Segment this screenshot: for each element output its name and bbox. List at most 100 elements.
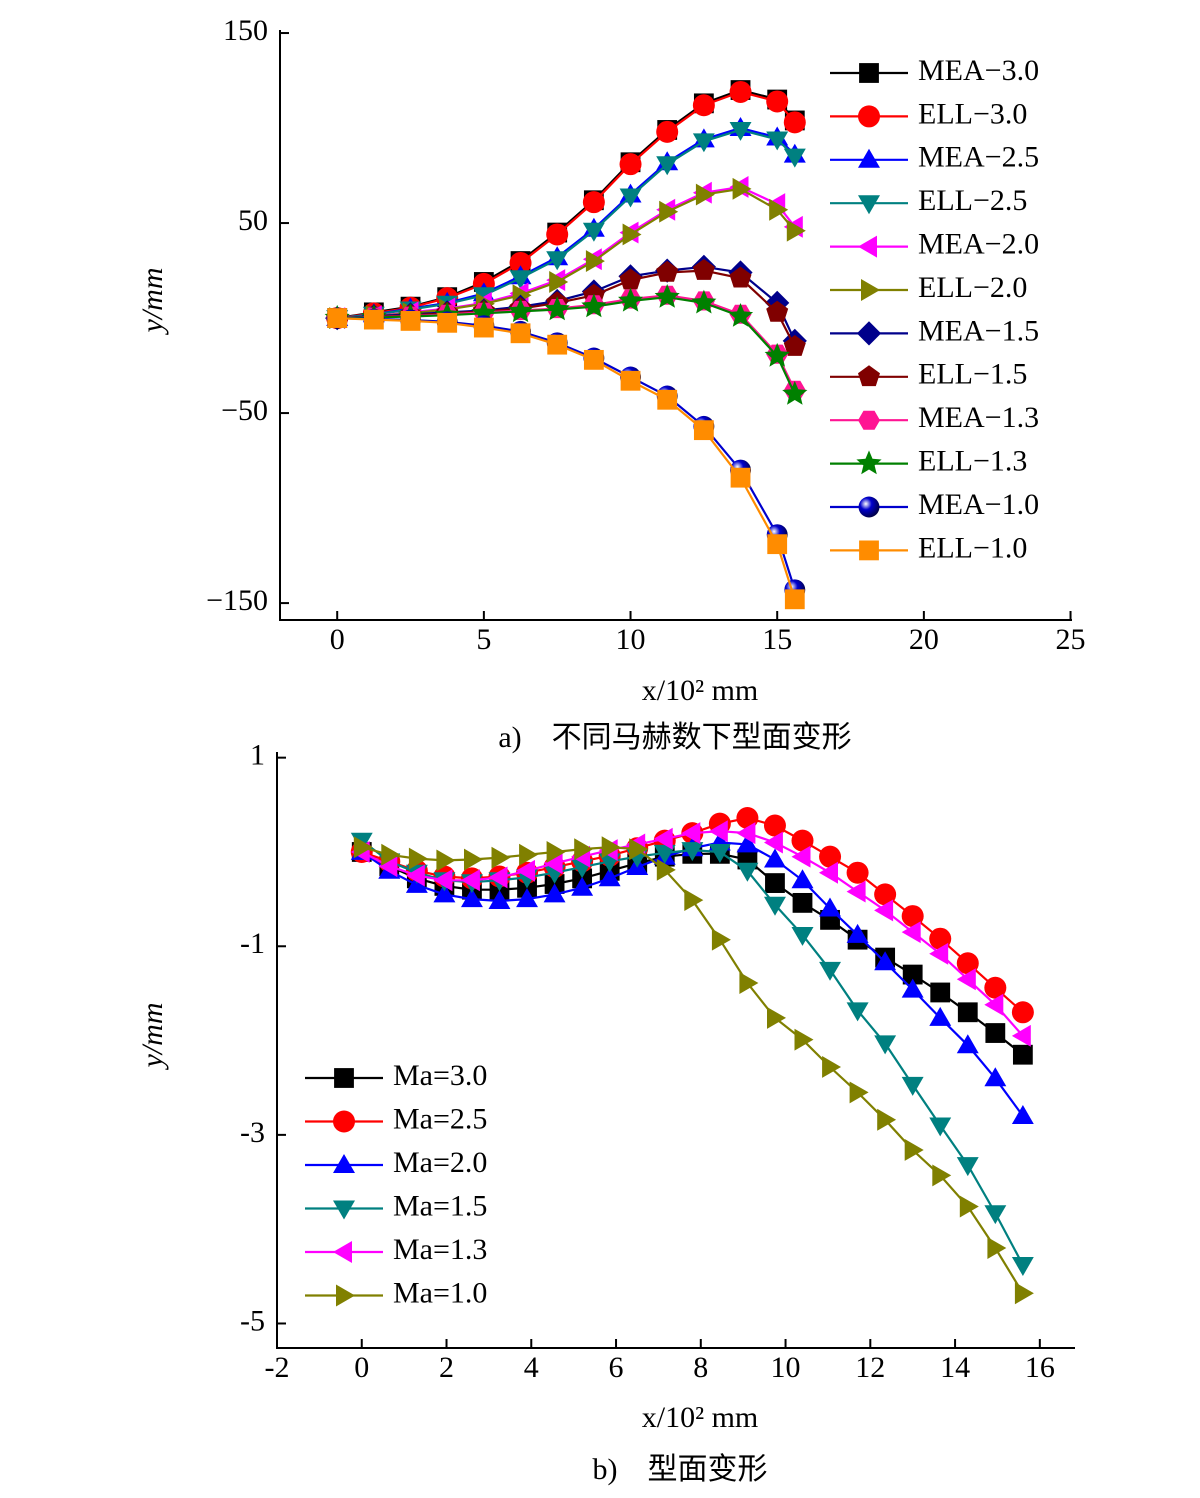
marker [543,852,563,875]
marker [739,972,759,994]
marker [691,289,717,314]
marker [708,844,731,863]
marker [736,862,759,882]
marker [619,268,642,290]
marker [582,222,605,242]
marker [433,869,453,892]
caption: a) 不同马赫数下型面变形 [498,721,851,754]
marker [901,978,924,998]
marker [598,867,621,887]
marker [601,836,621,859]
marker [791,845,811,868]
series-line [337,317,796,600]
y-axis-label: y/mm [136,268,169,336]
marker [692,259,715,280]
marker [819,961,841,981]
marker [473,317,494,338]
x-tick-label: 10 [616,623,646,656]
marker [819,845,842,868]
legend-label: ELL−1.0 [918,531,1027,564]
legend-label: Ma=1.0 [393,1276,487,1309]
marker [957,1002,978,1023]
marker [956,1157,979,1177]
marker [546,251,569,271]
marker [929,1006,952,1026]
marker [656,858,676,881]
marker [711,928,731,951]
marker [792,892,813,913]
legend-marker [333,1110,355,1133]
legend-marker [333,1241,352,1263]
marker [405,864,425,887]
marker [929,927,952,950]
marker [956,968,976,991]
marker [819,897,841,917]
marker [729,80,752,103]
marker [585,250,605,272]
legend-marker [859,63,879,83]
x-tick-label: 20 [909,623,939,656]
marker [400,311,421,331]
marker [546,223,569,246]
marker [574,838,594,861]
legend-label: Ma=2.0 [393,1146,487,1179]
marker [692,94,715,117]
marker [784,589,805,610]
x-tick-label: 0 [354,1351,369,1384]
marker [769,198,789,221]
marker [732,177,752,200]
legend-marker [861,279,880,301]
marker [708,820,728,843]
marker [765,873,785,893]
marker [581,293,607,318]
marker [767,1007,786,1029]
x-axis-label: x/10² mm [642,1401,759,1434]
marker [510,323,531,344]
marker [693,420,714,441]
marker [846,861,869,884]
marker [684,889,704,911]
marker [620,370,641,391]
legend-marker [334,1068,354,1088]
marker [656,120,679,143]
marker [1011,1024,1031,1047]
marker [932,1164,952,1187]
marker [902,964,923,985]
marker [433,883,456,903]
x-tick-label: 25 [1056,623,1086,656]
marker [381,843,401,866]
marker [509,251,532,274]
marker [681,842,704,862]
marker [653,827,673,850]
y-tick-label: 150 [223,14,268,47]
marker [436,849,456,872]
marker [764,831,783,854]
marker [956,1034,979,1054]
legend-marker [858,496,880,518]
marker [984,1067,1007,1087]
marker [619,153,642,176]
legend-label: ELL−1.5 [918,358,1027,391]
y-tick-label: -5 [240,1304,265,1337]
marker [901,1076,924,1096]
marker [874,883,897,906]
legend-label: MEA−1.3 [918,401,1039,434]
marker [984,1205,1007,1225]
marker [1014,1282,1034,1305]
y-tick-label: 1 [250,739,265,772]
marker [846,1002,869,1022]
marker [1011,1257,1034,1276]
legend-marker [859,540,879,561]
legend-marker [856,321,882,346]
y-tick-label: 50 [238,204,268,237]
marker [786,219,806,242]
legend-label: ELL−2.0 [918,271,1027,304]
marker [766,300,789,322]
marker [519,843,538,866]
marker [791,927,814,946]
marker [849,1081,869,1104]
marker [378,855,398,878]
marker [783,335,806,356]
marker [1012,1044,1033,1065]
